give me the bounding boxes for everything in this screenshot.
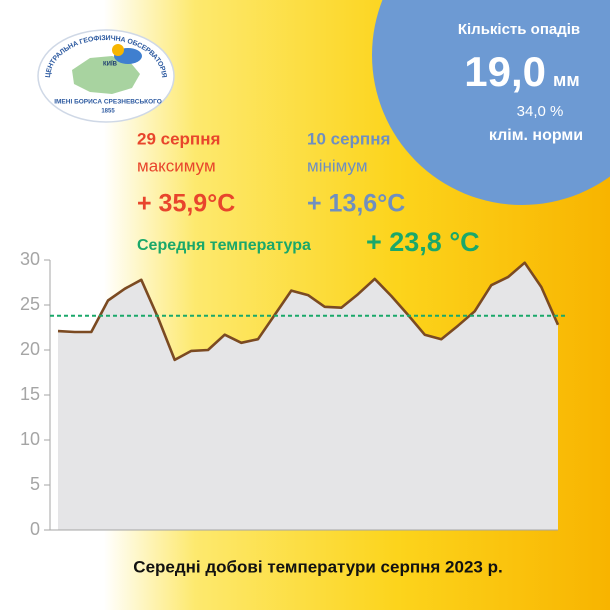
- y-tick-label: 30: [20, 249, 40, 269]
- temperature-line: [57, 261, 560, 362]
- average-label: Середня температура: [137, 237, 311, 254]
- logo-year: 1855: [101, 109, 115, 115]
- area-fill: [58, 262, 558, 530]
- y-tick-label: 5: [30, 474, 40, 494]
- logo-map: [72, 56, 140, 94]
- precipitation-unit: мм: [553, 70, 580, 90]
- average-value: + 23,8 °C: [366, 227, 480, 257]
- precipitation-title: Кількість опадів: [458, 21, 580, 38]
- y-tick-label: 15: [20, 384, 40, 404]
- precipitation-circle: [372, 0, 610, 205]
- min-date: 10 серпня: [307, 129, 390, 148]
- max-date: 29 серпня: [137, 129, 220, 148]
- max-label: максимум: [137, 156, 216, 175]
- logo-sun: [112, 44, 124, 56]
- logo: ЦЕНТРАЛЬНА ГЕОФІЗИЧНА ОБСЕРВАТОРІЯ ІМЕНІ…: [37, 29, 175, 123]
- min-label: мінімум: [307, 156, 368, 175]
- y-tick-label: 10: [20, 429, 40, 449]
- logo-city: КИЇВ: [103, 61, 118, 68]
- y-tick-label: 0: [30, 519, 40, 539]
- precipitation-percent: 34,0 %: [517, 103, 564, 120]
- min-value: + 13,6°C: [307, 190, 405, 218]
- precipitation-value: 19,0: [464, 48, 546, 95]
- y-tick-label: 20: [20, 339, 40, 359]
- max-value: + 35,9°C: [137, 190, 235, 218]
- y-tick-label: 25: [20, 294, 40, 314]
- logo-line: ІМЕНІ БОРИСА СРЕЗНЕВСЬКОГО: [54, 99, 162, 106]
- chart-title: Середні добові температури серпня 2023 р…: [133, 557, 502, 576]
- precipitation-note: клім. норми: [489, 127, 583, 144]
- precipitation: Кількість опадів 19,0 мм 34,0 % клім. но…: [372, 0, 610, 205]
